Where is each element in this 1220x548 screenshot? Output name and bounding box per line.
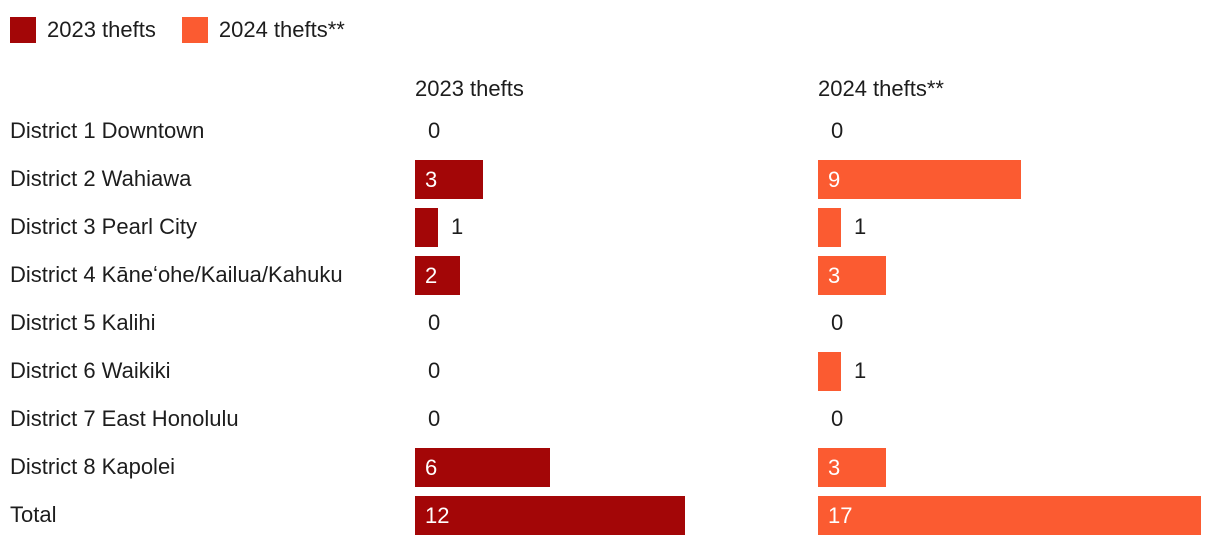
value-label: 0 [428,358,441,383]
legend-item-2023-thefts: 2023 thefts [10,17,156,43]
bar-cell-2024: 9 [818,159,1220,199]
bar-cell-2023: 0 [415,310,818,336]
bar-2024 [818,207,841,247]
category-label: District 5 Kalihi [10,310,156,335]
bar-cell-2023: 0 [415,358,818,384]
category-label: District 4 Kāneʻohe/Kailua/Kahuku [10,262,343,287]
bar-cell-2023: 2 [415,255,818,295]
bar-cell-2023: 6 [415,447,818,487]
legend-label-2024-thefts: 2024 thefts** [218,17,345,42]
chart-row: District 7 East Honolulu 0 0 [10,395,1220,443]
bar-2023 [415,207,438,247]
category-label: District 3 Pearl City [10,214,198,239]
bar-2023: 6 [415,447,550,487]
column-headers: 2023 thefts 2024 thefts** [10,76,1220,101]
bar-cell-2023: 0 [415,406,818,432]
bar-2024: 9 [818,159,1021,199]
chart-row: District 3 Pearl City 1 1 [10,203,1220,251]
column-header-2023-thefts: 2023 thefts [415,76,524,101]
chart-rows: District 1 Downtown 0 0 District 2 Wahiawa 3… [10,107,1220,539]
category-label: District 8 Kapolei [10,454,176,479]
chart-row: Total 12 17 [10,491,1220,539]
bar-cell-2023: 1 [415,207,818,247]
legend: 2023 thefts 2024 thefts** [10,16,1220,44]
value-label: 1 [451,214,464,239]
legend-label-2023-thefts: 2023 thefts [47,17,156,42]
bar-cell-2024: 0 [818,406,1220,432]
column-header-2024-thefts: 2024 thefts** [818,76,944,101]
chart-row: District 4 Kāneʻohe/Kailua/Kahuku 2 3 [10,251,1220,299]
bar-cell-2023: 0 [415,118,818,144]
category-label: District 7 East Honolulu [10,406,239,431]
category-label: District 2 Wahiawa [10,166,192,191]
bar-2024: 17 [818,495,1201,535]
category-label: Total [10,502,57,527]
value-label: 1 [854,358,867,383]
bar-cell-2024: 0 [818,118,1220,144]
bar-cell-2024: 1 [818,351,1220,391]
bar-2024: 3 [818,447,886,487]
legend-swatch-2023-icon [10,17,36,43]
legend-item-2024-thefts: 2024 thefts** [181,17,345,43]
bar-cell-2024: 0 [818,310,1220,336]
value-label: 0 [428,310,441,335]
bar-cell-2023: 3 [415,159,818,199]
chart-row: District 2 Wahiawa 3 9 [10,155,1220,203]
value-label: 0 [831,406,844,431]
category-label: District 6 Waikiki [10,358,171,383]
legend-swatch-2024-icon [181,17,208,43]
bar-2023: 12 [415,495,685,535]
bar-2024: 3 [818,255,886,295]
category-label: District 1 Downtown [10,118,205,143]
chart-row: District 6 Waikiki 0 1 [10,347,1220,395]
value-label: 1 [854,214,867,239]
bar-cell-2024: 3 [818,447,1220,487]
bar-cell-2023: 12 [415,495,818,535]
bar-cell-2024: 1 [818,207,1220,247]
chart-row: District 1 Downtown 0 0 [10,107,1220,155]
column-header-spacer [10,76,415,101]
value-label: 0 [831,118,844,143]
value-label: 0 [428,406,441,431]
value-label: 0 [831,310,844,335]
chart-row: District 8 Kapolei 6 3 [10,443,1220,491]
chart-row: District 5 Kalihi 0 0 [10,299,1220,347]
bar-2023: 3 [415,159,483,199]
bar-2024 [818,351,841,391]
bar-cell-2024: 17 [818,495,1220,535]
value-label: 0 [428,118,441,143]
bar-2023: 2 [415,255,460,295]
bar-cell-2024: 3 [818,255,1220,295]
